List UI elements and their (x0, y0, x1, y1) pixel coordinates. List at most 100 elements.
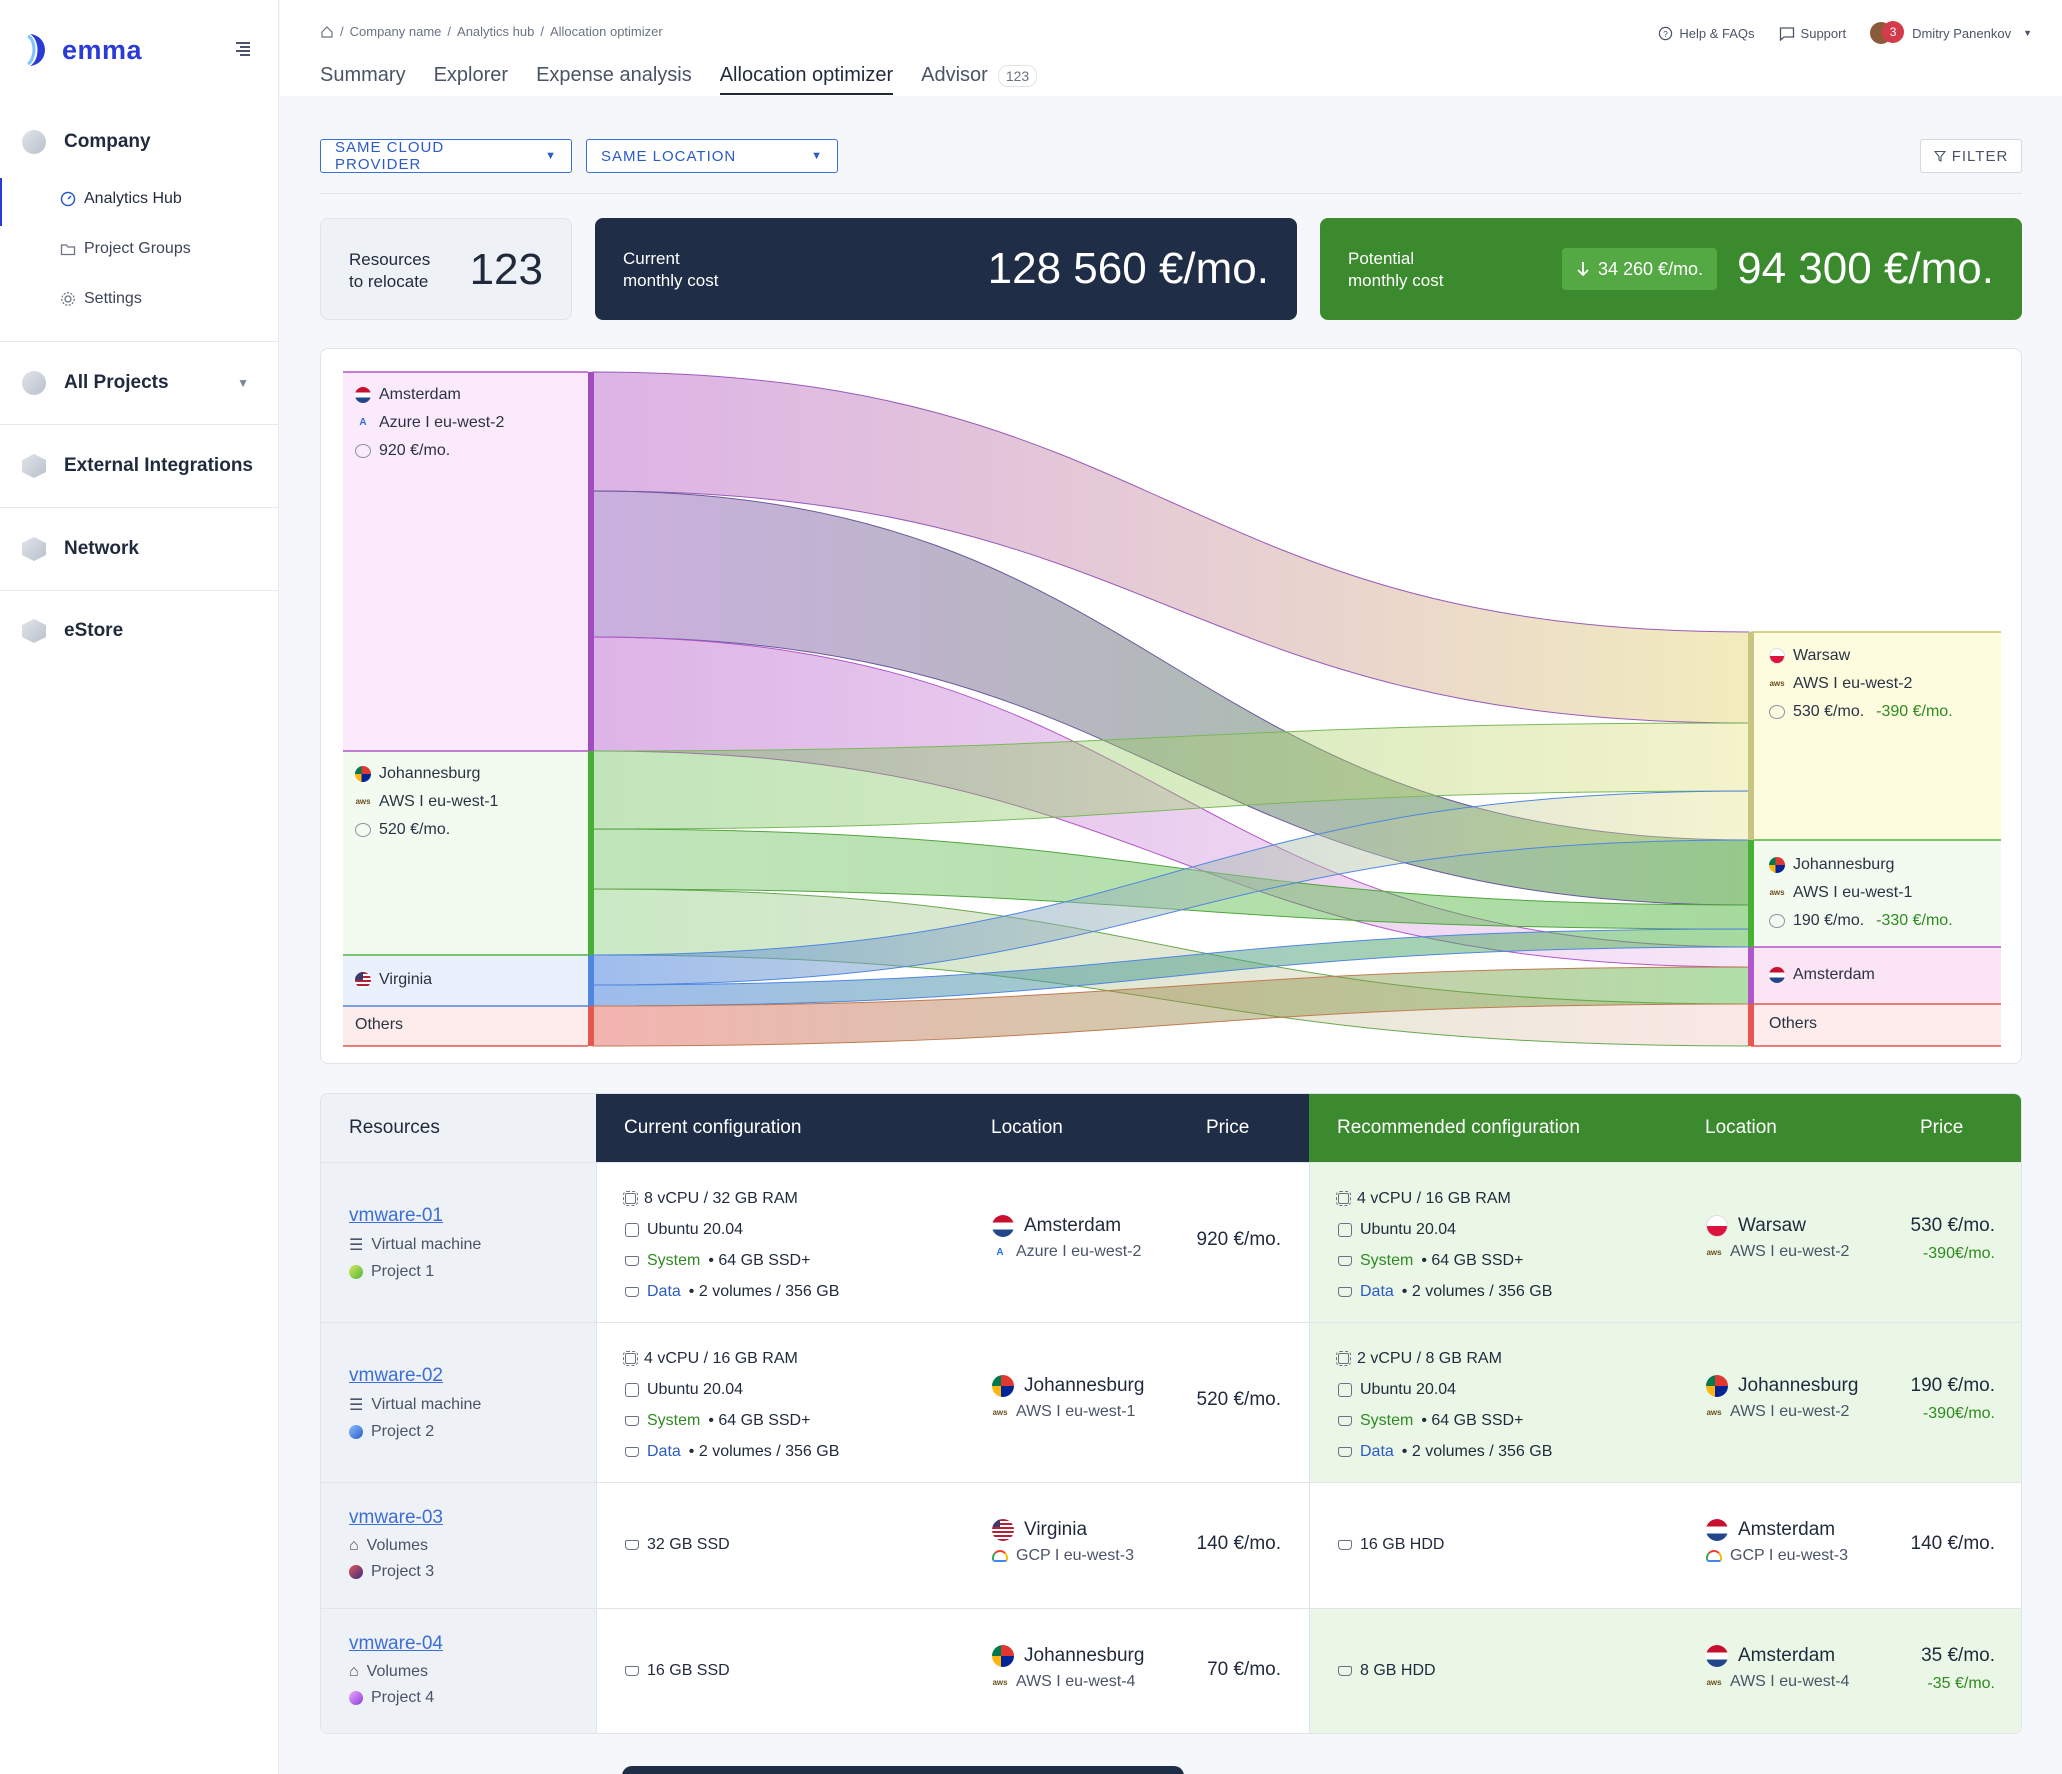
disk-icon (625, 1415, 639, 1426)
provider-name: AWS I eu-west-1 (1016, 1403, 1136, 1420)
system-label: System (1360, 1252, 1414, 1269)
os-spec: Ubuntu 20.04 (1360, 1381, 1457, 1398)
sidebar-item-settings[interactable]: Settings (0, 290, 279, 308)
spec-list: 16 GB HDD (1338, 1529, 1444, 1560)
resource-type: ☰ Virtual machine (349, 1395, 596, 1415)
potential-cost-value: 94 300 €/mo. (1737, 244, 1994, 293)
cpu-icon (1336, 1191, 1351, 1206)
sankey-svg (343, 371, 2001, 1047)
nav-external-integrations-label: External Integrations (64, 455, 253, 476)
nav-network-label: Network (64, 538, 139, 559)
filter-button[interactable]: FILTER (1920, 139, 2022, 173)
resource-type-label: Volumes (366, 1537, 429, 1554)
location-cell: Amsterdam A Azure I eu-west-2 (992, 1215, 1141, 1261)
current-cost-value: 128 560 €/mo. (987, 244, 1269, 293)
city-name: Johannesburg (1793, 856, 1895, 873)
location-filter-label: SAME LOCATION (601, 147, 737, 165)
tab-allocation-optimizer[interactable]: Allocation optimizer (719, 64, 894, 95)
sidebar-item-label: Settings (84, 290, 142, 307)
resource-project: Project 4 (349, 1689, 596, 1707)
collapse-sidebar-icon[interactable] (232, 38, 256, 62)
nav-estore[interactable]: eStore (0, 619, 279, 643)
cpu-spec: 4 vCPU / 16 GB RAM (1357, 1190, 1511, 1207)
location-cell: Amsterdam GCP I eu-west-3 (1706, 1519, 1848, 1565)
breadcrumb-item[interactable]: Allocation optimizer (549, 24, 663, 39)
system-label: System (647, 1412, 701, 1429)
sidebar: emma Company Analytics Hub Project Group… (0, 0, 279, 1774)
chevron-down-icon: ▼ (2023, 28, 2032, 38)
help-link[interactable]: ? Help & FAQs (1658, 26, 1755, 41)
resource-link[interactable]: vmware-04 (349, 1633, 443, 1654)
tab-summary[interactable]: Summary (320, 64, 406, 86)
gauge-icon (60, 191, 76, 207)
floating-action-bar[interactable] (622, 1766, 1184, 1774)
network-icon (22, 537, 46, 561)
aws-icon: aws (1769, 679, 1785, 688)
poland-flag-icon (1706, 1215, 1728, 1237)
city-name: Johannesburg (1738, 1375, 1859, 1396)
cpu-spec: 2 vCPU / 8 GB RAM (1357, 1350, 1502, 1367)
nav-all-projects[interactable]: All Projects ▼ (0, 371, 279, 395)
server-icon: ☰ (349, 1237, 364, 1254)
sidebar-item-label: Project Groups (84, 240, 191, 257)
aws-icon: aws (992, 1677, 1008, 1687)
tab-expense-analysis[interactable]: Expense analysis (536, 64, 692, 86)
breadcrumb-item[interactable]: Analytics hub (457, 24, 535, 39)
support-link[interactable]: Support (1779, 26, 1846, 41)
header-price: Price (1206, 1117, 1250, 1138)
city-name: Amsterdam (1024, 1215, 1122, 1236)
node-warsaw-right (1751, 632, 2001, 840)
label-others-left: Others (355, 1011, 403, 1039)
cpu-spec: 8 vCPU / 32 GB RAM (644, 1190, 798, 1207)
tab-advisor[interactable]: Advisor 123 (921, 64, 1038, 95)
tab-explorer[interactable]: Explorer (433, 64, 509, 86)
city-name: Warsaw (1738, 1215, 1806, 1236)
nav-external-integrations[interactable]: External Integrations (0, 454, 279, 478)
aws-icon: aws (1706, 1407, 1722, 1417)
nav-network[interactable]: Network (0, 537, 279, 561)
recommended-config-cell: 4 vCPU / 16 GB RAM Ubuntu 20.04 System • … (1309, 1163, 2021, 1322)
saving-chip: 34 260 €/mo. (1562, 248, 1718, 290)
city-name: Virginia (379, 971, 433, 988)
spec-list: 4 vCPU / 16 GB RAM Ubuntu 20.04 System • … (1336, 1183, 1552, 1307)
chat-icon (1779, 26, 1794, 41)
bar-virginia (588, 955, 594, 1006)
nav-company[interactable]: Company (0, 130, 279, 154)
bar-warsaw (1748, 632, 1754, 840)
sidebar-item-project-groups[interactable]: Project Groups (0, 240, 279, 258)
node-amsterdam-right (1751, 947, 2001, 1004)
saving-value: -35 €/mo. (1927, 1675, 1995, 1692)
user-menu[interactable]: 3 Dmitry Panenkov ▼ (1870, 21, 2032, 44)
home-icon[interactable] (320, 25, 334, 39)
gear-icon (61, 292, 75, 306)
provider-name: AWS I eu-west-2 (1730, 1243, 1850, 1260)
resource-link[interactable]: vmware-03 (349, 1507, 443, 1528)
potential-cost-label: Potential monthly cost (1348, 249, 1444, 290)
location-cell: Johannesburg aws AWS I eu-west-1 (992, 1375, 1144, 1421)
current-cost-card: Current monthly cost 128 560 €/mo. (595, 218, 1297, 320)
gcp-icon (992, 1550, 1008, 1562)
resource-link[interactable]: vmware-02 (349, 1365, 443, 1386)
logo[interactable]: emma (24, 30, 142, 70)
breadcrumb-item[interactable]: Company name (349, 24, 442, 39)
divider (0, 341, 279, 342)
usa-flag-icon (992, 1519, 1014, 1541)
provider-name: AWS I eu-west-4 (1016, 1673, 1136, 1690)
header-current: Current configuration Location Price (596, 1094, 1309, 1162)
resource-link[interactable]: vmware-01 (349, 1205, 443, 1226)
sidebar-item-analytics-hub[interactable]: Analytics Hub (0, 190, 279, 208)
project-label: Project 4 (371, 1689, 435, 1706)
coins-icon (355, 823, 371, 837)
price-cell: 140 €/mo. (1910, 1533, 1996, 1554)
location-filter-dropdown[interactable]: SAME LOCATION ▼ (586, 139, 838, 173)
current-config-cell: 4 vCPU / 16 GB RAM Ubuntu 20.04 System • … (596, 1323, 1309, 1482)
provider-name: GCP I eu-west-3 (1016, 1547, 1134, 1564)
aws-icon: aws (1706, 1247, 1722, 1257)
resource-cell: vmware-02 ☰ Virtual machine Project 2 (321, 1323, 596, 1482)
integrations-icon (22, 454, 46, 478)
provider-filter-dropdown[interactable]: SAME CLOUD PROVIDER ▼ (320, 139, 572, 173)
arrow-down-icon (1577, 262, 1589, 277)
system-spec: • 64 GB SSD+ (708, 1412, 811, 1429)
header-location: Location (1705, 1117, 1777, 1138)
city-name: Others (355, 1016, 404, 1033)
